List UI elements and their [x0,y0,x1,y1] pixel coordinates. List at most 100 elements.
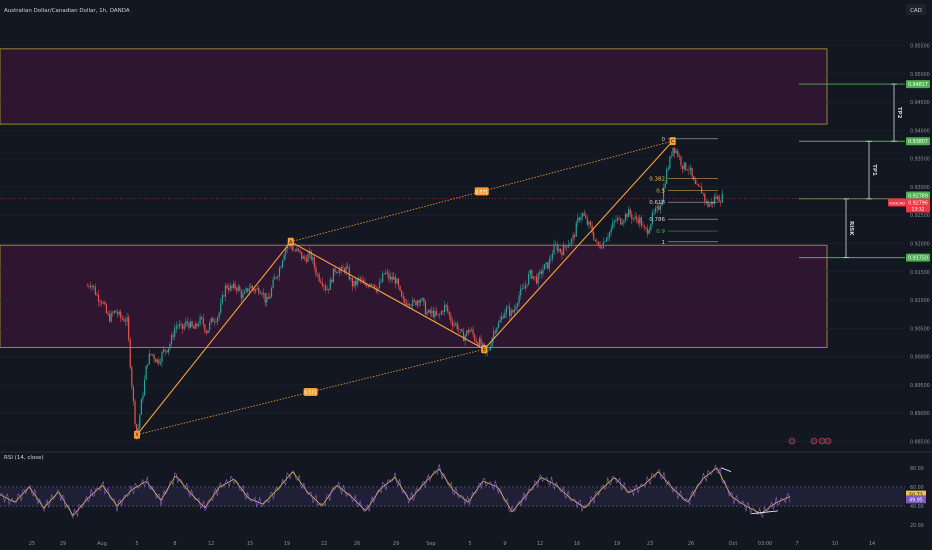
time-tick-label: 12 [208,541,214,547]
candle [386,272,388,274]
candle [367,286,369,288]
candle [535,276,538,284]
candle [253,288,255,292]
candle [180,323,182,325]
candle [248,288,250,292]
event-marker[interactable] [788,437,796,445]
zones-layer [0,45,905,442]
fib-retracement[interactable]: 0 0.382 0.5 0.618 0.786 0.9 1 [649,137,718,246]
candle [307,254,309,262]
pattern-leg[interactable] [136,241,292,436]
stop-tag[interactable] [906,253,930,262]
position-tool[interactable]: TP2 TP1 RISK [799,83,905,259]
risk-range-label: RISK [848,221,854,236]
rsi-ma-line [0,467,791,516]
rsi-tag-label: 49.95 [909,497,923,503]
candle [342,266,344,269]
rsi-label[interactable]: RSI (14, close) [4,455,44,461]
candle [456,323,458,330]
candle [494,331,496,333]
candle [175,326,177,329]
event-marker[interactable] [824,437,832,445]
tp2-tag[interactable] [906,80,930,89]
symbol-title[interactable]: Australian Dollar/Canadian Dollar, 1h, O… [4,8,130,14]
candle [132,386,135,401]
pattern-ratio-badge [474,187,489,196]
candle [513,309,515,313]
candle [440,311,442,315]
candle [210,318,212,323]
pattern-point-badge[interactable] [481,345,488,354]
candle [720,202,722,203]
candle [310,251,312,260]
candle [555,244,557,246]
candle [632,218,634,220]
price-tick-label: 0.89500 [910,383,930,389]
candle [586,218,588,225]
candle [691,167,693,177]
candle [305,258,308,262]
candle [666,169,668,184]
candle [672,147,674,156]
pattern-ratio-line[interactable] [136,348,485,436]
candle [213,321,215,323]
pattern-leg[interactable] [483,140,674,350]
candle [624,214,627,221]
candle [618,217,620,219]
candle [431,310,433,314]
event-marker[interactable] [810,437,818,445]
currency-label[interactable]: CAD [910,8,922,14]
candle [223,295,225,297]
candle [583,213,585,216]
supply-demand-zone[interactable] [0,48,828,125]
candle [105,304,108,314]
candle [199,316,201,325]
candle [713,196,715,204]
candle [397,278,400,286]
candle [704,193,706,202]
candle [234,283,236,289]
candle [531,270,533,279]
candle [283,254,285,261]
pattern-ratio-label: 0.571 [304,390,317,396]
currency-badge-bg[interactable] [906,4,926,15]
candle [489,346,492,350]
candle [93,285,95,288]
candle [193,326,195,329]
candle [615,220,617,221]
candle [667,168,669,170]
candle [580,216,582,220]
candle [212,318,214,322]
time-tick-label: 5 [468,541,471,547]
entry-tag[interactable] [906,191,930,200]
supply-demand-zone[interactable] [0,244,828,348]
time-tick-label: 25 [29,541,35,547]
candle [516,303,519,307]
pattern-leg[interactable] [290,241,485,350]
harmonic-pattern[interactable]: 0.571 0.571 X A B C [134,137,676,439]
candle [262,293,265,295]
pattern-point-badge[interactable] [669,137,676,146]
pattern-point-badge[interactable] [134,430,140,439]
event-marker[interactable] [818,437,826,445]
candle [683,162,685,170]
candle [451,321,454,326]
candle [659,205,661,210]
candle [575,222,577,237]
pattern-point-badge[interactable] [287,237,294,246]
candle [661,200,663,206]
candle [551,254,554,259]
candle [261,293,263,295]
candle [539,271,541,274]
candle [264,293,266,303]
candle [685,162,687,170]
candle [347,266,349,268]
symbol-tag[interactable] [888,198,906,207]
last-price-tag[interactable] [906,198,930,213]
tp1-tag[interactable] [906,137,930,146]
candle [204,324,206,332]
rsi-divergence-line[interactable] [750,510,779,515]
rsi-divergence-line[interactable] [720,467,732,472]
candle [312,257,314,260]
